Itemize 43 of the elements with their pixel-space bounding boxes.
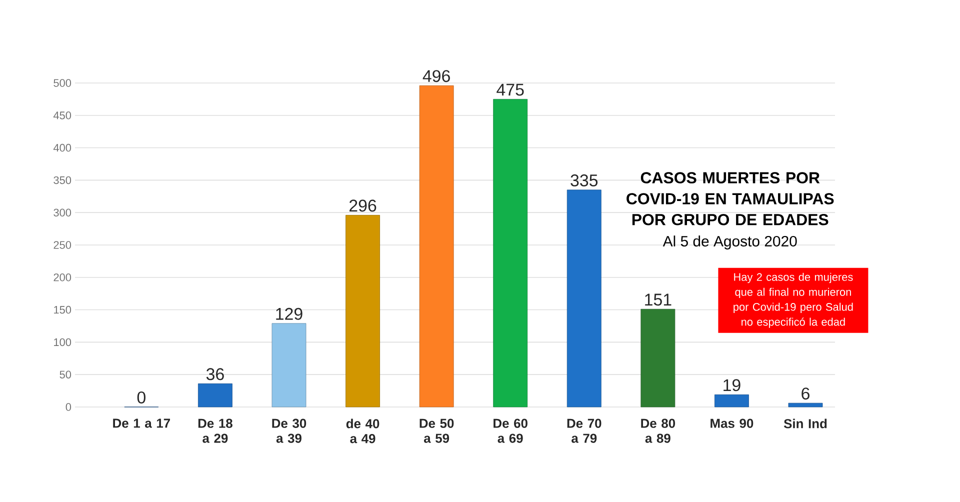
bar — [419, 85, 454, 408]
y-tick-label: 50 — [60, 370, 72, 378]
data-label: 151 — [645, 294, 672, 306]
data-label: 475 — [496, 84, 524, 96]
x-tick-label: de 40 a 49 — [346, 418, 380, 444]
y-tick-label: 200 — [54, 274, 72, 282]
bar — [493, 98, 528, 408]
bar — [640, 308, 676, 408]
bar — [788, 402, 823, 408]
y-tick-label: 250 — [54, 241, 72, 249]
data-label: 0 — [137, 391, 146, 404]
x-tick-label: De 18 a 29 — [198, 418, 232, 443]
y-tick-label: 100 — [54, 338, 72, 346]
data-label: 36 — [206, 368, 224, 380]
y-tick-label: 300 — [54, 208, 72, 216]
x-tick-label: De 50 a 59 — [420, 418, 454, 443]
x-tick-label: De 80 a 89 — [641, 418, 676, 443]
y-tick-label: 500 — [54, 79, 72, 87]
data-label: 335 — [570, 174, 598, 186]
x-tick-label: De 70 a 79 — [567, 418, 602, 443]
x-tick-label: De 60 a 69 — [494, 418, 528, 443]
data-label: 6 — [802, 388, 810, 400]
bar — [272, 323, 306, 408]
text: Al 5 de Agosto 2020 — [662, 236, 797, 250]
x-tick-label: De 1 a 17 — [113, 418, 170, 428]
y-tick-label: 150 — [54, 306, 72, 314]
text: CASOS MUERTES POR COVID-19 EN TAMAULIPAS POR GRUPO DE EDADES — [626, 172, 834, 226]
bar — [714, 394, 749, 408]
data-label: 129 — [276, 308, 302, 320]
bar — [198, 383, 232, 408]
bar — [346, 214, 380, 408]
x-tick-label: Sin Ind — [784, 418, 827, 428]
data-label: 496 — [422, 70, 450, 82]
x-tick-label: De 30 a 39 — [272, 418, 306, 443]
y-tick-label: 450 — [53, 112, 72, 120]
y-tick-label: 400 — [53, 144, 72, 152]
annotation: Hay 2 casos de mujeres que al final no murieron por Covid-19 pero Salud no especificó la edad — [734, 272, 853, 328]
y-tick-label: 0 — [66, 403, 72, 411]
y-tick-label: 350 — [54, 176, 72, 184]
x-tick-label: Mas 90 — [710, 418, 754, 428]
bar — [566, 190, 602, 408]
data-label: 296 — [350, 200, 376, 212]
data-label: 19 — [724, 379, 740, 392]
